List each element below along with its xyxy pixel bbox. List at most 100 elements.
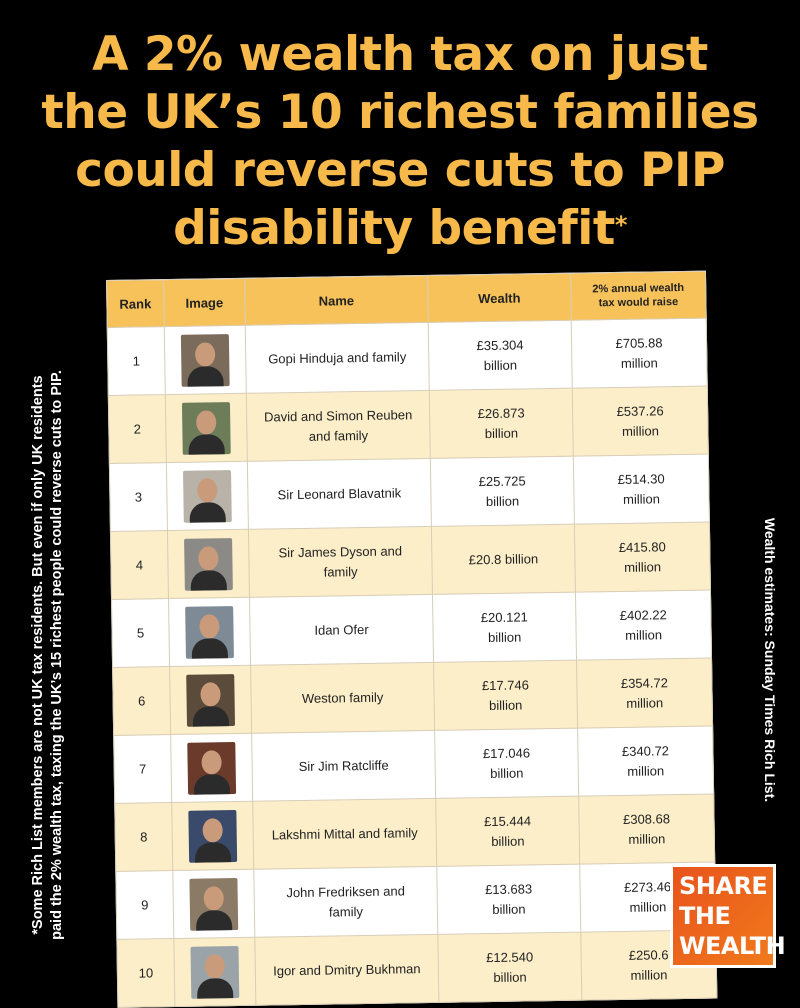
wealth-text: £13.683 billion bbox=[484, 880, 533, 917]
table-row: 4 Sir James Dyson and family £20.8 billion… bbox=[110, 522, 711, 600]
portrait-head bbox=[204, 953, 225, 979]
logo-line-3: WEALTH bbox=[679, 932, 786, 960]
logo-line-1: SHARE bbox=[679, 872, 768, 900]
portrait-head bbox=[199, 613, 220, 639]
name-text: Gopi Hinduja and family bbox=[268, 348, 407, 366]
tax-text: £354.72 million bbox=[620, 674, 669, 711]
image-cell bbox=[169, 665, 252, 735]
name-text: Lakshmi Mittal and family bbox=[271, 824, 418, 842]
tax-text: £705.88 million bbox=[615, 334, 663, 371]
portrait-body bbox=[193, 773, 231, 795]
table-row: 6 Weston family £17.746 billion £354.72 mil… bbox=[112, 658, 713, 736]
portrait-body bbox=[189, 501, 226, 523]
name-cell: Sir Jim Ratcliffe bbox=[251, 730, 436, 802]
wealth-cell: £25.725 billion bbox=[430, 456, 575, 527]
table-row: 10 Igor and Dmitry Bukhman £12.540 billion… bbox=[116, 930, 717, 1008]
wealth-text: £35.304 billion bbox=[476, 336, 524, 373]
tax-text: £308.68 million bbox=[622, 810, 671, 847]
tax-text: £402.22 million bbox=[619, 606, 667, 643]
tax-cell: £354.72 million bbox=[576, 658, 713, 729]
image-cell bbox=[164, 325, 247, 395]
wealth-cell: £12.540 billion bbox=[437, 932, 582, 1003]
wealth-cell: £26.873 billion bbox=[429, 388, 574, 459]
portrait-body bbox=[194, 841, 232, 863]
tax-text: £340.72 million bbox=[621, 742, 670, 779]
header-wealth: Wealth bbox=[427, 273, 572, 323]
rank-cell: 2 bbox=[108, 394, 167, 464]
header-rank: Rank bbox=[106, 279, 165, 328]
tax-text: £514.30 million bbox=[617, 470, 665, 507]
wealth-table: Rank Image Name Wealth 2% annual wealth … bbox=[106, 271, 717, 1008]
wealth-cell: £35.304 billion bbox=[428, 320, 573, 391]
portrait-head bbox=[203, 885, 224, 911]
portrait-body bbox=[196, 977, 234, 999]
image-cell bbox=[165, 393, 248, 463]
wealth-cell: £20.121 billion bbox=[432, 592, 577, 663]
portrait-head bbox=[196, 409, 217, 435]
wealth-text: £12.540 billion bbox=[486, 948, 534, 985]
image-cell bbox=[166, 461, 249, 531]
source-side-text: Wealth estimates: Sunday Times Rich List… bbox=[762, 517, 778, 803]
name-cell: Igor and Dmitry Bukhman bbox=[254, 934, 439, 1006]
portrait-head bbox=[202, 817, 223, 843]
wealth-cell: £17.046 billion bbox=[434, 728, 579, 799]
wealth-cell: £20.8 billion bbox=[431, 524, 576, 595]
wealth-text: £15.444 billion bbox=[483, 812, 532, 849]
portrait-body bbox=[195, 909, 233, 931]
rank-cell: 1 bbox=[107, 326, 166, 396]
headline-line-4: disability benefit* bbox=[0, 200, 800, 258]
portrait-photo bbox=[187, 741, 237, 795]
portrait-photo bbox=[185, 605, 234, 659]
share-the-wealth-logo: SHARE THE WEALTH bbox=[670, 864, 786, 968]
headline-line-2: the UK’s 10 richest families bbox=[41, 85, 759, 140]
name-text: Idan Ofer bbox=[314, 621, 369, 638]
wealth-text: £17.746 billion bbox=[481, 676, 530, 713]
wealth-text: £20.121 billion bbox=[480, 608, 528, 645]
name-cell: Sir James Dyson and family bbox=[248, 526, 433, 598]
name-text: Sir Jim Ratcliffe bbox=[298, 757, 389, 774]
wealth-text: £26.873 billion bbox=[477, 404, 525, 441]
image-cell bbox=[172, 869, 255, 939]
rank-cell: 7 bbox=[113, 734, 172, 804]
logo-line-2: THE bbox=[679, 902, 731, 930]
tax-cell: £514.30 million bbox=[573, 454, 710, 525]
portrait-photo bbox=[182, 469, 232, 523]
image-cell bbox=[168, 597, 251, 667]
portrait-head bbox=[198, 545, 219, 571]
name-text: Sir Leonard Blavatnik bbox=[277, 484, 402, 502]
header-tax: 2% annual wealth tax would raise bbox=[570, 271, 707, 321]
tax-cell: £415.80 million bbox=[574, 522, 711, 593]
tax-text: £415.80 million bbox=[618, 538, 666, 575]
wealth-cell: £13.683 billion bbox=[436, 864, 581, 935]
tax-cell: £340.72 million bbox=[577, 726, 714, 797]
tax-cell: £308.68 million bbox=[578, 794, 715, 865]
table-row: 3 Sir Leonard Blavatnik £25.725 billion £51… bbox=[109, 454, 710, 532]
wealth-text: £25.725 billion bbox=[478, 472, 526, 509]
rank-cell: 6 bbox=[112, 666, 171, 736]
portrait-head bbox=[201, 749, 222, 775]
image-cell bbox=[167, 529, 250, 599]
portrait-photo bbox=[189, 877, 239, 931]
portrait-body bbox=[190, 569, 227, 591]
footnote-line-2: paid the 2% wealth tax, taxing the UK’s … bbox=[49, 370, 65, 940]
name-cell: Lakshmi Mittal and family bbox=[252, 798, 437, 870]
portrait-body bbox=[187, 365, 224, 387]
rank-cell: 5 bbox=[111, 598, 170, 668]
footnote-line-1: *Some Rich List members are not UK tax r… bbox=[30, 375, 46, 935]
portrait-photo bbox=[190, 945, 240, 999]
rank-cell: 8 bbox=[114, 802, 173, 872]
name-text: Weston family bbox=[301, 689, 384, 706]
portrait-photo bbox=[181, 401, 231, 455]
portrait-photo bbox=[184, 537, 233, 591]
name-text: John Fredriksen and family bbox=[286, 882, 405, 920]
portrait-body bbox=[192, 705, 230, 727]
headline-line-1: A 2% wealth tax on just bbox=[92, 27, 708, 82]
wealth-cell: £17.746 billion bbox=[433, 660, 578, 731]
table-row: 5 Idan Ofer £20.121 billion £402.22 million bbox=[111, 590, 712, 668]
tax-cell: £402.22 million bbox=[575, 590, 712, 661]
header-image: Image bbox=[163, 278, 246, 327]
wealth-cell: £15.444 billion bbox=[435, 796, 580, 867]
tax-cell: £705.88 million bbox=[571, 318, 708, 389]
image-cell bbox=[170, 733, 253, 803]
tax-text: £537.26 million bbox=[616, 402, 664, 439]
